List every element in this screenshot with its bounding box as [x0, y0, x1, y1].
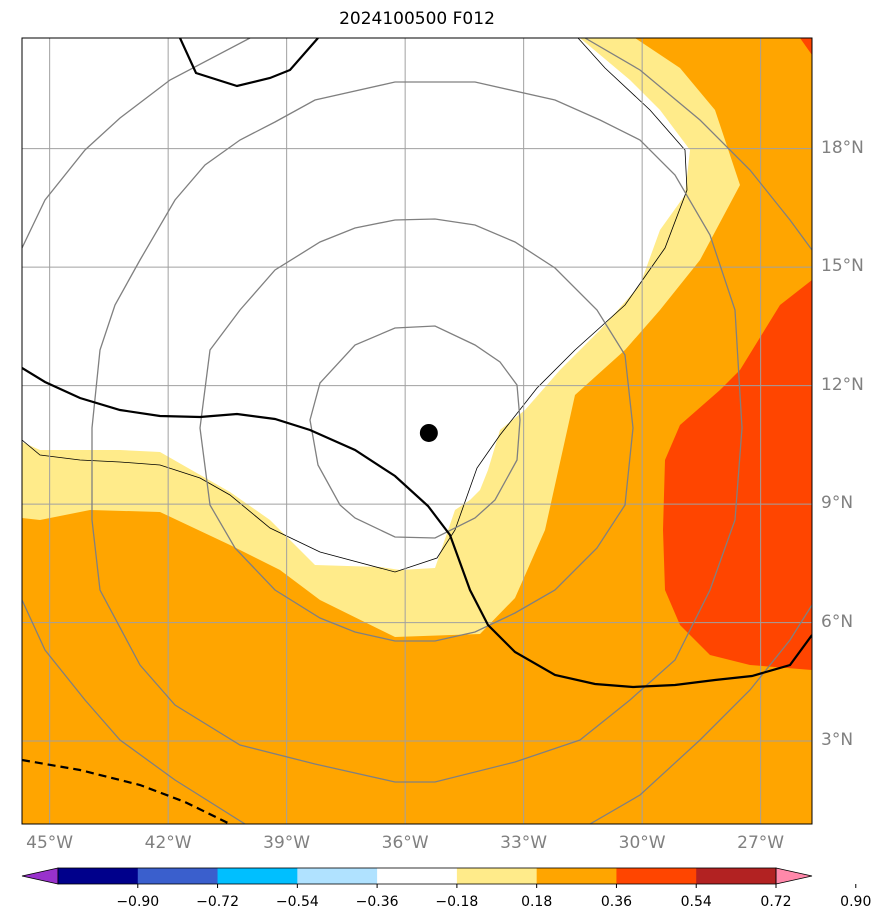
- colorbar-segment: [377, 868, 458, 884]
- colorbar-level-label: 0.90: [840, 894, 872, 910]
- longitude-label: 39°W: [263, 833, 311, 853]
- field-region-072-090: [800, 38, 812, 55]
- colorbar-level-label: 0.18: [521, 894, 553, 910]
- colorbar-segment: [137, 868, 219, 884]
- storm-center-marker: [419, 423, 438, 442]
- longitude-label: 30°W: [618, 833, 666, 853]
- colorbar-level-label: −0.18: [435, 894, 479, 910]
- colorbar-level-label: −0.72: [196, 894, 239, 910]
- colorbar-level-label: 0.72: [760, 894, 792, 910]
- latitude-label: 9°N: [821, 493, 854, 514]
- colorbar-segment: [616, 868, 697, 884]
- colorbar-segment: [217, 868, 298, 884]
- longitude-label: 42°W: [144, 833, 192, 853]
- field-region-white: [22, 38, 690, 570]
- thick-contour-top: [178, 38, 319, 88]
- latitude-label: 18°N: [821, 137, 864, 158]
- map-title: 2024100500 F012: [339, 9, 495, 29]
- colorbar-level-label: 0.36: [600, 894, 633, 910]
- longitude-label: 45°W: [26, 833, 74, 853]
- thick-contour-main: [22, 367, 812, 689]
- longitude-label: 33°W: [500, 833, 548, 853]
- colorbar-extend-max: [775, 867, 813, 885]
- colorbar-frame: [57, 867, 777, 885]
- range-rings: [22, 38, 812, 824]
- colorbar-level-label: −0.54: [275, 894, 319, 910]
- colorbar-segment: [696, 868, 777, 884]
- colorbar-level-label: 0.54: [680, 894, 712, 910]
- lat-lon-grid: [22, 38, 812, 824]
- colorbar: [21, 867, 857, 888]
- longitude-label: 36°W: [381, 833, 429, 853]
- colorbar-segment: [58, 868, 139, 884]
- longitude-label: 27°W: [737, 833, 785, 853]
- colorbar-segment: [536, 868, 617, 884]
- colorbar-level-label: −0.36: [355, 894, 399, 910]
- latitude-label: 15°N: [821, 256, 864, 277]
- colorbar-segment: [456, 868, 538, 884]
- contour-line-018: [22, 38, 688, 573]
- map-frame: [21, 37, 813, 825]
- colorbar-segment: [297, 868, 378, 884]
- latitude-label: 6°N: [821, 611, 854, 632]
- field-region-054-072: [663, 280, 812, 670]
- latitude-label: 3°N: [821, 730, 854, 751]
- dashed-contour: [22, 758, 231, 824]
- latitude-label: 12°N: [821, 374, 864, 395]
- colorbar-level-label: −0.90: [116, 894, 160, 910]
- colorbar-extend-min: [21, 867, 59, 885]
